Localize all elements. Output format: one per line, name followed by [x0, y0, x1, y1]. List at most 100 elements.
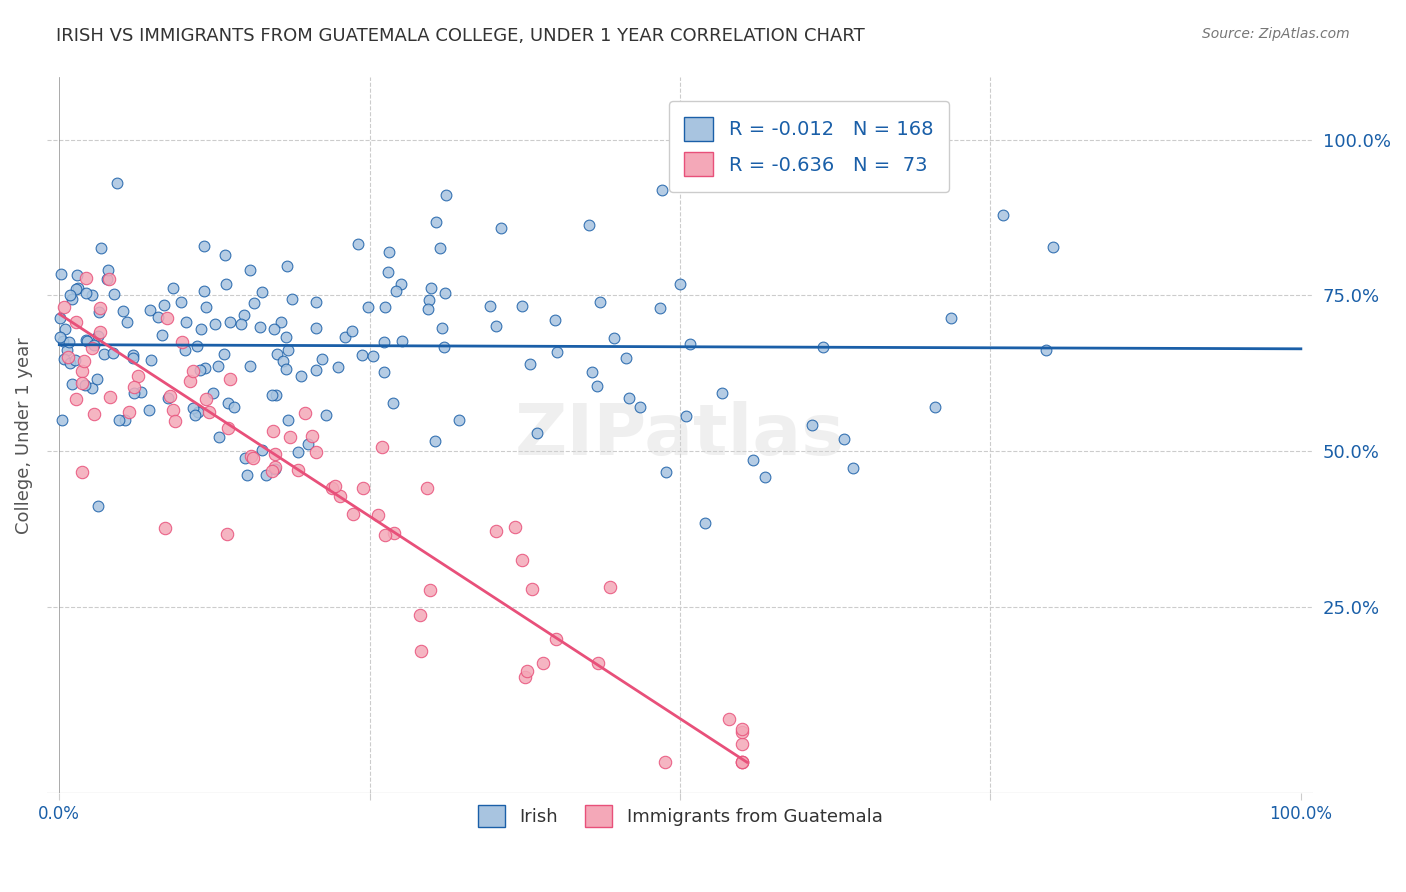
Point	[101, 346, 124, 360]
Point	[342, 507, 364, 521]
Point	[60, 377, 83, 392]
Point	[546, 632, 568, 647]
Text: IRISH VS IMMIGRANTS FROM GUATEMALA COLLEGE, UNDER 1 YEAR CORRELATION CHART: IRISH VS IMMIGRANTS FROM GUATEMALA COLLE…	[56, 27, 865, 45]
Point	[271, 354, 294, 368]
Point	[194, 361, 217, 376]
Point	[373, 365, 395, 379]
Point	[51, 413, 73, 427]
Point	[215, 277, 238, 291]
Point	[242, 450, 264, 465]
Point	[122, 385, 145, 400]
Point	[478, 299, 501, 313]
Point	[377, 265, 399, 279]
Point	[65, 268, 87, 282]
Point	[411, 644, 433, 658]
Point	[174, 315, 197, 329]
Point	[233, 308, 256, 322]
Point	[187, 404, 209, 418]
Text: ZIPatlas: ZIPatlas	[515, 401, 845, 470]
Point	[214, 248, 236, 262]
Point	[156, 310, 179, 325]
Point	[731, 756, 754, 770]
Point	[326, 360, 349, 375]
Point	[122, 351, 145, 365]
Point	[811, 340, 834, 354]
Point	[139, 353, 162, 368]
Point	[586, 657, 609, 671]
Point	[342, 324, 364, 338]
Point	[425, 215, 447, 229]
Point	[924, 400, 946, 414]
Text: Source: ZipAtlas.com: Source: ZipAtlas.com	[1202, 27, 1350, 41]
Point	[357, 300, 380, 314]
Point	[184, 408, 207, 422]
Point	[520, 582, 543, 596]
Point	[489, 221, 512, 235]
Point	[70, 376, 93, 391]
Point	[371, 440, 394, 454]
Point	[287, 463, 309, 477]
Point	[447, 413, 470, 427]
Point	[65, 392, 87, 406]
Point	[991, 209, 1014, 223]
Point	[80, 288, 103, 302]
Point	[181, 401, 204, 415]
Point	[602, 331, 624, 345]
Point	[218, 372, 240, 386]
Point	[297, 436, 319, 450]
Point	[162, 281, 184, 295]
Point	[939, 311, 962, 326]
Point	[695, 516, 717, 530]
Point	[270, 314, 292, 328]
Point	[190, 322, 212, 336]
Point	[49, 267, 72, 281]
Point	[162, 402, 184, 417]
Point	[208, 430, 231, 444]
Point	[235, 450, 257, 465]
Point	[294, 406, 316, 420]
Point	[260, 465, 283, 479]
Point	[122, 380, 145, 394]
Point	[139, 303, 162, 318]
Point	[194, 392, 217, 407]
Point	[510, 299, 533, 313]
Point	[669, 277, 692, 291]
Point	[416, 481, 439, 495]
Y-axis label: College, Under 1 year: College, Under 1 year	[15, 337, 32, 533]
Point	[75, 377, 97, 392]
Point	[87, 305, 110, 319]
Point	[315, 408, 337, 422]
Point	[485, 319, 508, 334]
Point	[305, 363, 328, 377]
Point	[179, 374, 201, 388]
Point	[531, 657, 554, 671]
Point	[131, 385, 153, 400]
Point	[485, 524, 508, 538]
Point	[217, 395, 239, 409]
Point	[112, 303, 135, 318]
Point	[717, 712, 740, 726]
Point	[58, 288, 80, 302]
Point	[374, 528, 396, 542]
Point	[53, 322, 76, 336]
Point	[89, 301, 111, 315]
Point	[66, 281, 89, 295]
Point	[433, 341, 456, 355]
Point	[305, 321, 328, 335]
Point	[103, 287, 125, 301]
Point	[236, 468, 259, 483]
Point	[72, 364, 94, 378]
Point	[52, 334, 75, 348]
Point	[193, 239, 215, 253]
Point	[117, 315, 139, 329]
Point	[127, 369, 149, 384]
Point	[503, 520, 526, 534]
Point	[86, 372, 108, 386]
Point	[250, 285, 273, 299]
Point	[301, 429, 323, 443]
Point	[204, 317, 226, 331]
Point	[97, 263, 120, 277]
Point	[80, 381, 103, 395]
Point	[305, 444, 328, 458]
Point	[229, 317, 252, 331]
